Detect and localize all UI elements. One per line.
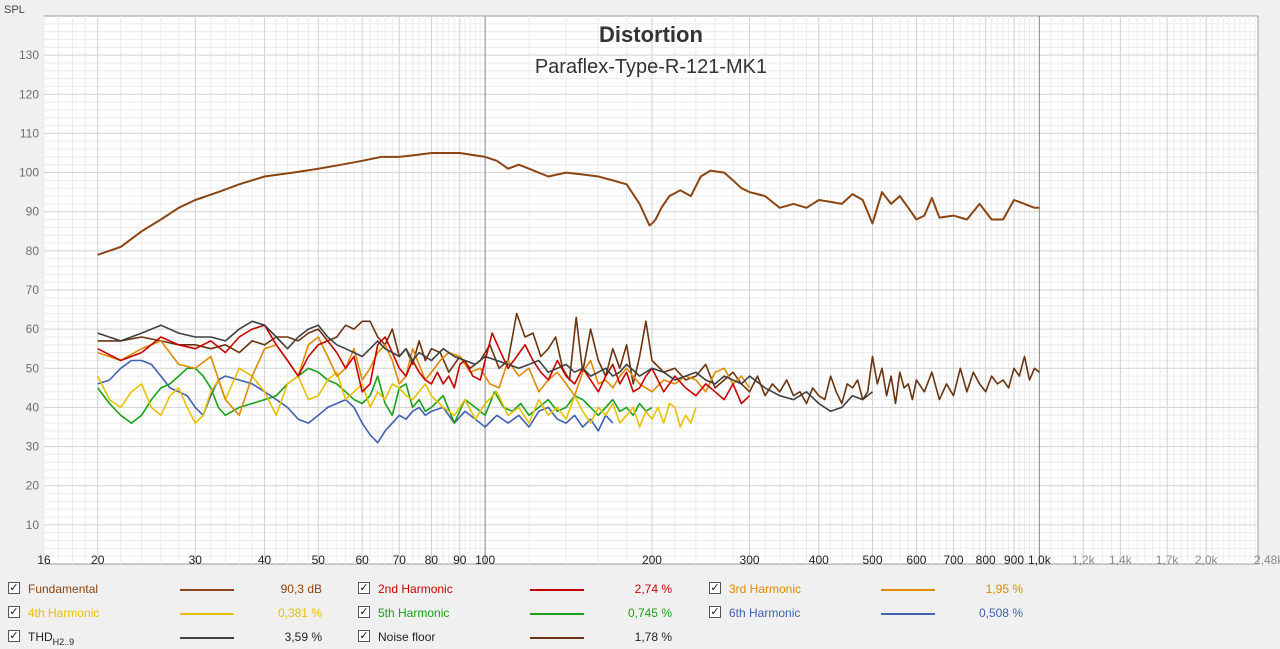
legend-value: 3,59 % [284, 630, 322, 644]
series-line-fundamental [97, 152, 1040, 256]
series-line-thd [97, 320, 873, 413]
x-tick-label: 16 [37, 553, 51, 567]
x-tick-label: 50 [312, 553, 326, 567]
x-tick-label: 70 [393, 553, 407, 567]
legend-item-2nd-harmonic[interactable]: ✓ 2nd Harmonic 2,74 % [358, 580, 698, 600]
chart-title: Distortion [599, 22, 703, 47]
series-line-4th-harmonic [96, 367, 697, 428]
legend-checkbox-noise-floor[interactable]: ✓ [358, 630, 370, 642]
legend-checkbox-fundamental[interactable]: ✓ [8, 582, 20, 594]
legend-label: Noise floor [378, 630, 436, 644]
y-tick-label: 10 [26, 518, 40, 532]
x-tick-label: 1,7k [1156, 553, 1180, 567]
legend-item-5th-harmonic[interactable]: ✓ 5th Harmonic 0,745 % [358, 604, 698, 624]
legend-checkbox-2nd-harmonic[interactable]: ✓ [358, 582, 370, 594]
y-tick-label: 60 [26, 322, 40, 336]
legend: ✓ Fundamental 90,3 dB ✓ 2nd Harmonic 2,74 % ✓ 3… [0, 574, 1280, 649]
series-lines [96, 152, 1040, 444]
x-tick-label: 30 [189, 553, 203, 567]
chart-subtitle: Paraflex-Type-R-121-MK1 [535, 56, 767, 78]
x-tick-label: 1,4k [1109, 553, 1133, 567]
x-tick-labels: 16 20 30 40 50 60 70 80 90 100 200 300 400 500 600 700 8… [37, 553, 1280, 567]
x-tick-label: 2,48kHz [1254, 553, 1280, 567]
legend-swatch [881, 589, 935, 591]
y-tick-label: 20 [26, 479, 40, 493]
series-line-5th-harmonic [97, 367, 653, 424]
legend-label: 4th Harmonic [28, 606, 100, 620]
x-tick-label: 700 [944, 553, 964, 567]
legend-swatch [180, 637, 234, 639]
y-tick-label: 120 [19, 87, 39, 101]
legend-label: THDH2..9 [28, 630, 75, 647]
y-tick-label: 80 [26, 244, 40, 258]
legend-item-4th-harmonic[interactable]: ✓ 4th Harmonic 0,381 % [8, 604, 348, 624]
x-tick-label: 900 [1004, 553, 1024, 567]
y-tick-labels: 10 20 30 40 50 60 70 80 90 100 110 120 130 [19, 48, 39, 532]
x-tick-label: 100 [475, 553, 495, 567]
legend-swatch [180, 613, 234, 615]
y-tick-label: 90 [26, 205, 40, 219]
legend-value: 1,95 % [985, 582, 1023, 596]
legend-label: 2nd Harmonic [378, 582, 453, 596]
x-tick-label: 60 [355, 553, 369, 567]
x-tick-label: 1,0k [1028, 553, 1052, 567]
legend-checkbox-3rd-harmonic[interactable]: ✓ [709, 582, 721, 594]
x-tick-label: 40 [258, 553, 272, 567]
legend-swatch [530, 637, 584, 639]
x-tick-label: 90 [453, 553, 467, 567]
legend-swatch [530, 589, 584, 591]
legend-checkbox-6th-harmonic[interactable]: ✓ [709, 606, 721, 618]
legend-label: Fundamental [28, 582, 99, 596]
legend-item-6th-harmonic[interactable]: ✓ 6th Harmonic 0,508 % [709, 604, 1049, 624]
y-tick-label: 30 [26, 440, 40, 454]
y-axis-label: SPL [4, 4, 25, 16]
grid-major [44, 16, 1258, 564]
x-tick-label: 1,2k [1072, 553, 1096, 567]
legend-label: 5th Harmonic [378, 606, 450, 620]
legend-value: 1,78 % [634, 630, 672, 644]
x-tick-label: 600 [906, 553, 926, 567]
legend-item-3rd-harmonic[interactable]: ✓ 3rd Harmonic 1,95 % [709, 580, 1049, 600]
legend-checkbox-5th-harmonic[interactable]: ✓ [358, 606, 370, 618]
x-tick-label: 300 [740, 553, 760, 567]
x-tick-label: 2,0k [1195, 553, 1219, 567]
legend-value: 2,74 % [634, 582, 672, 596]
x-tick-label: 800 [976, 553, 996, 567]
legend-swatch [881, 613, 935, 615]
x-tick-label: 200 [642, 553, 662, 567]
y-tick-label: 100 [19, 166, 39, 180]
x-tick-label: 20 [91, 553, 105, 567]
y-tick-label: 50 [26, 361, 40, 375]
legend-label: 6th Harmonic [729, 606, 801, 620]
series-line-6th-harmonic [97, 359, 614, 444]
legend-value: 0,508 % [978, 606, 1023, 620]
legend-value: 0,745 % [627, 606, 672, 620]
legend-item-noise-floor[interactable]: ✓ Noise floor 1,78 % [358, 628, 698, 648]
legend-checkbox-4th-harmonic[interactable]: ✓ [8, 606, 20, 618]
legend-checkbox-thd[interactable]: ✓ [8, 630, 20, 642]
y-tick-label: 40 [26, 400, 40, 414]
x-tick-label: 400 [809, 553, 829, 567]
distortion-chart: SPL 10 20 30 40 50 60 70 80 90 100 110 120 130 16 20 3… [4, 4, 1280, 567]
legend-label: 3rd Harmonic [729, 582, 802, 596]
x-tick-label: 500 [863, 553, 883, 567]
y-tick-label: 110 [20, 126, 39, 140]
y-tick-label: 130 [19, 48, 39, 62]
y-tick-label: 70 [26, 283, 40, 297]
legend-value: 0,381 % [277, 606, 322, 620]
legend-label-subscript: H2..9 [52, 637, 75, 647]
legend-item-thd[interactable]: ✓ THDH2..9 3,59 % [8, 628, 348, 648]
legend-item-fundamental[interactable]: ✓ Fundamental 90,3 dB [8, 580, 348, 600]
x-tick-label: 80 [425, 553, 439, 567]
legend-swatch [530, 613, 584, 615]
series-line-2nd-harmonic [97, 324, 751, 405]
legend-swatch [180, 589, 234, 591]
legend-value: 90,3 dB [280, 582, 322, 596]
